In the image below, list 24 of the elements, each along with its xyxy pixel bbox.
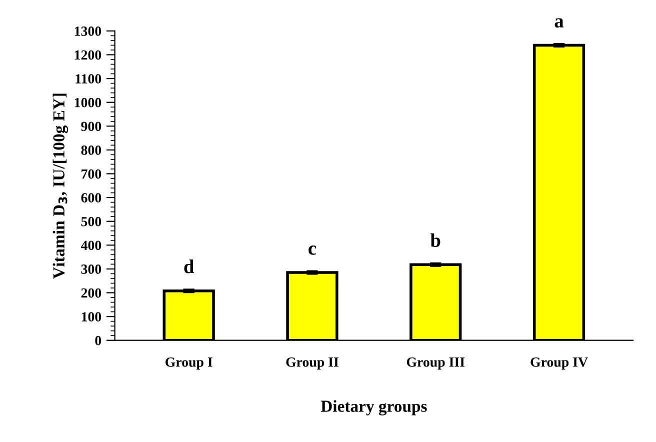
annotation: d <box>184 260 194 274</box>
y-tick-label: 300 <box>81 264 102 274</box>
y-tick-label: 1300 <box>74 26 102 36</box>
x-tick-label: Group I <box>166 357 212 370</box>
y-tick-label: 100 <box>82 312 102 322</box>
y-tick-label: 1200 <box>74 50 102 60</box>
y-tick-label: 200 <box>81 288 102 298</box>
y-tick-label: 1000 <box>74 98 102 108</box>
x-axis-title: Dietary groups <box>320 400 427 416</box>
x-tick-label: Group III <box>406 357 465 370</box>
text: a <box>554 18 564 28</box>
annotation: c <box>308 246 316 255</box>
x-tick-label: Group II <box>286 357 338 370</box>
y-tick-label: 800 <box>81 146 102 155</box>
y-tick-label: 400 <box>80 240 102 250</box>
annotation: b <box>430 233 440 248</box>
y-tick-label: 500 <box>81 216 102 226</box>
y-tick-label: 900 <box>81 122 102 132</box>
y-tick-label: 600 <box>81 193 102 202</box>
y-tick-label: 0 <box>95 336 102 346</box>
y-axis-title: Vitamin D$_{3}$, IU/[100g EY] <box>52 94 68 279</box>
y-tick-label: 700 <box>82 169 102 179</box>
y-tick-label: 1100 <box>76 74 102 84</box>
x-tick-label: Group IV <box>530 357 588 370</box>
